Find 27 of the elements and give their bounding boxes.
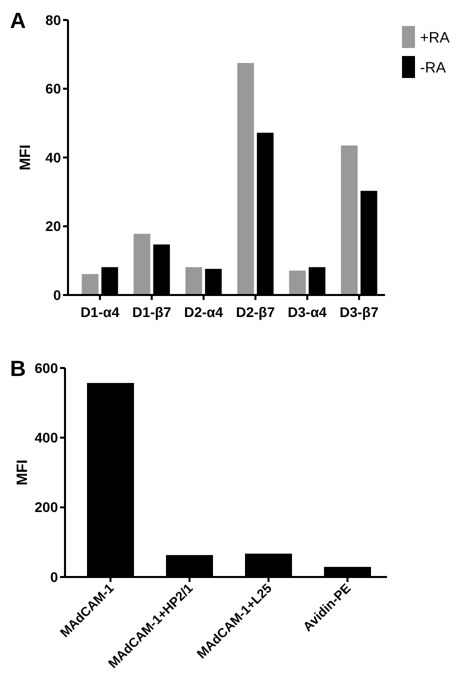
x-tick-label: D2-α4	[184, 304, 224, 320]
y-tick-label: 400	[34, 430, 58, 446]
y-tick-label: 0	[53, 286, 62, 303]
x-tick-label: D1-α4	[80, 304, 120, 320]
y-tick-label: 200	[34, 499, 58, 516]
legend-label: -RA	[420, 59, 446, 76]
chart-title: A	[10, 8, 26, 33]
y-tick-label: 0	[50, 568, 58, 585]
x-tick-label: D3-β7	[340, 304, 379, 320]
legend-label: +RA	[420, 29, 450, 46]
bar	[185, 267, 202, 295]
bar	[237, 62, 254, 295]
bar	[134, 234, 150, 295]
x-tick-label: D2-β7	[236, 304, 276, 320]
chart-title: B	[10, 356, 26, 381]
y-axis-title: MFI	[17, 144, 34, 170]
bar	[340, 145, 358, 295]
x-tick-label: D3-α4	[288, 304, 327, 320]
bar	[82, 274, 98, 295]
x-tick-label: D1-β7	[132, 304, 172, 320]
y-tick-label: 40	[45, 149, 62, 166]
y-tick-label: 80	[45, 12, 62, 28]
y-axis-title: MFI	[14, 460, 31, 486]
y-tick-label: 60	[45, 80, 62, 97]
y-tick-label: 600	[34, 360, 58, 376]
y-tick-label: 20	[45, 218, 62, 234]
bar	[289, 270, 306, 295]
